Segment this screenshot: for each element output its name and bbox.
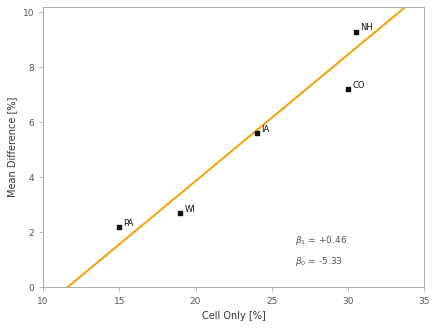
Point [352, 29, 359, 34]
Text: NH: NH [360, 23, 373, 32]
Text: CO: CO [352, 81, 365, 90]
Text: $\beta_0$ = -5.33: $\beta_0$ = -5.33 [295, 255, 343, 268]
Text: WI: WI [184, 205, 195, 214]
Y-axis label: Mean Difference [%]: Mean Difference [%] [7, 97, 17, 197]
Text: PA: PA [123, 218, 134, 228]
Point [344, 87, 351, 92]
Point [177, 211, 184, 216]
X-axis label: Cell Only [%]: Cell Only [%] [202, 311, 266, 321]
Text: IA: IA [261, 125, 269, 134]
Point [253, 131, 260, 136]
Text: $\beta_1$ = +0.46: $\beta_1$ = +0.46 [295, 235, 347, 247]
Point [116, 224, 123, 230]
